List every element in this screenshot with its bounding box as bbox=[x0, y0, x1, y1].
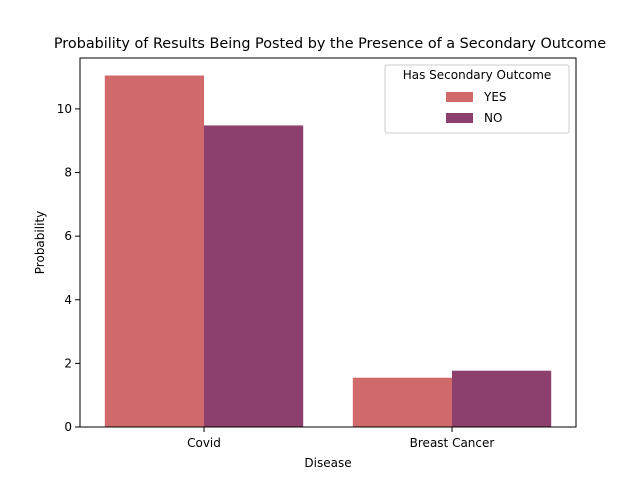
legend-box bbox=[384, 64, 570, 134]
x-tick-label: Breast Cancer bbox=[410, 436, 495, 450]
bars-group bbox=[104, 75, 552, 427]
y-axis: 0 2 4 6 8 10 bbox=[57, 102, 80, 434]
legend-label-no: NO bbox=[484, 111, 502, 125]
axes-frame bbox=[79, 57, 577, 428]
legend-swatch-no bbox=[446, 113, 473, 123]
y-axis-label: Probability bbox=[33, 211, 47, 274]
y-tick-label: 8 bbox=[64, 166, 72, 180]
x-axis: Covid Breast Cancer bbox=[187, 427, 494, 450]
legend-entries: YES NO bbox=[446, 90, 507, 125]
bar-yes-covid bbox=[104, 75, 204, 427]
chart-title: Probability of Results Being Posted by t… bbox=[54, 36, 606, 52]
y-tick-label: 0 bbox=[64, 420, 72, 434]
x-tick-label: Covid bbox=[187, 436, 221, 450]
legend-label-yes: YES bbox=[483, 90, 507, 104]
legend-swatch-yes bbox=[446, 92, 473, 102]
legend: Has Secondary Outcome YES NO bbox=[384, 64, 570, 134]
y-tick-label: 6 bbox=[64, 229, 72, 243]
x-axis-label: Disease bbox=[304, 456, 351, 470]
bar-yes-breast-cancer bbox=[352, 377, 452, 427]
y-tick-label: 10 bbox=[57, 102, 72, 116]
legend-title: Has Secondary Outcome bbox=[403, 68, 552, 82]
y-tick-label: 4 bbox=[64, 293, 72, 307]
plot-area: 0 2 4 6 8 10 Covid Breast Cancer bbox=[57, 57, 577, 450]
y-tick-label: 2 bbox=[64, 356, 72, 370]
bar-no-covid bbox=[204, 125, 304, 427]
bar-no-breast-cancer bbox=[452, 370, 552, 427]
